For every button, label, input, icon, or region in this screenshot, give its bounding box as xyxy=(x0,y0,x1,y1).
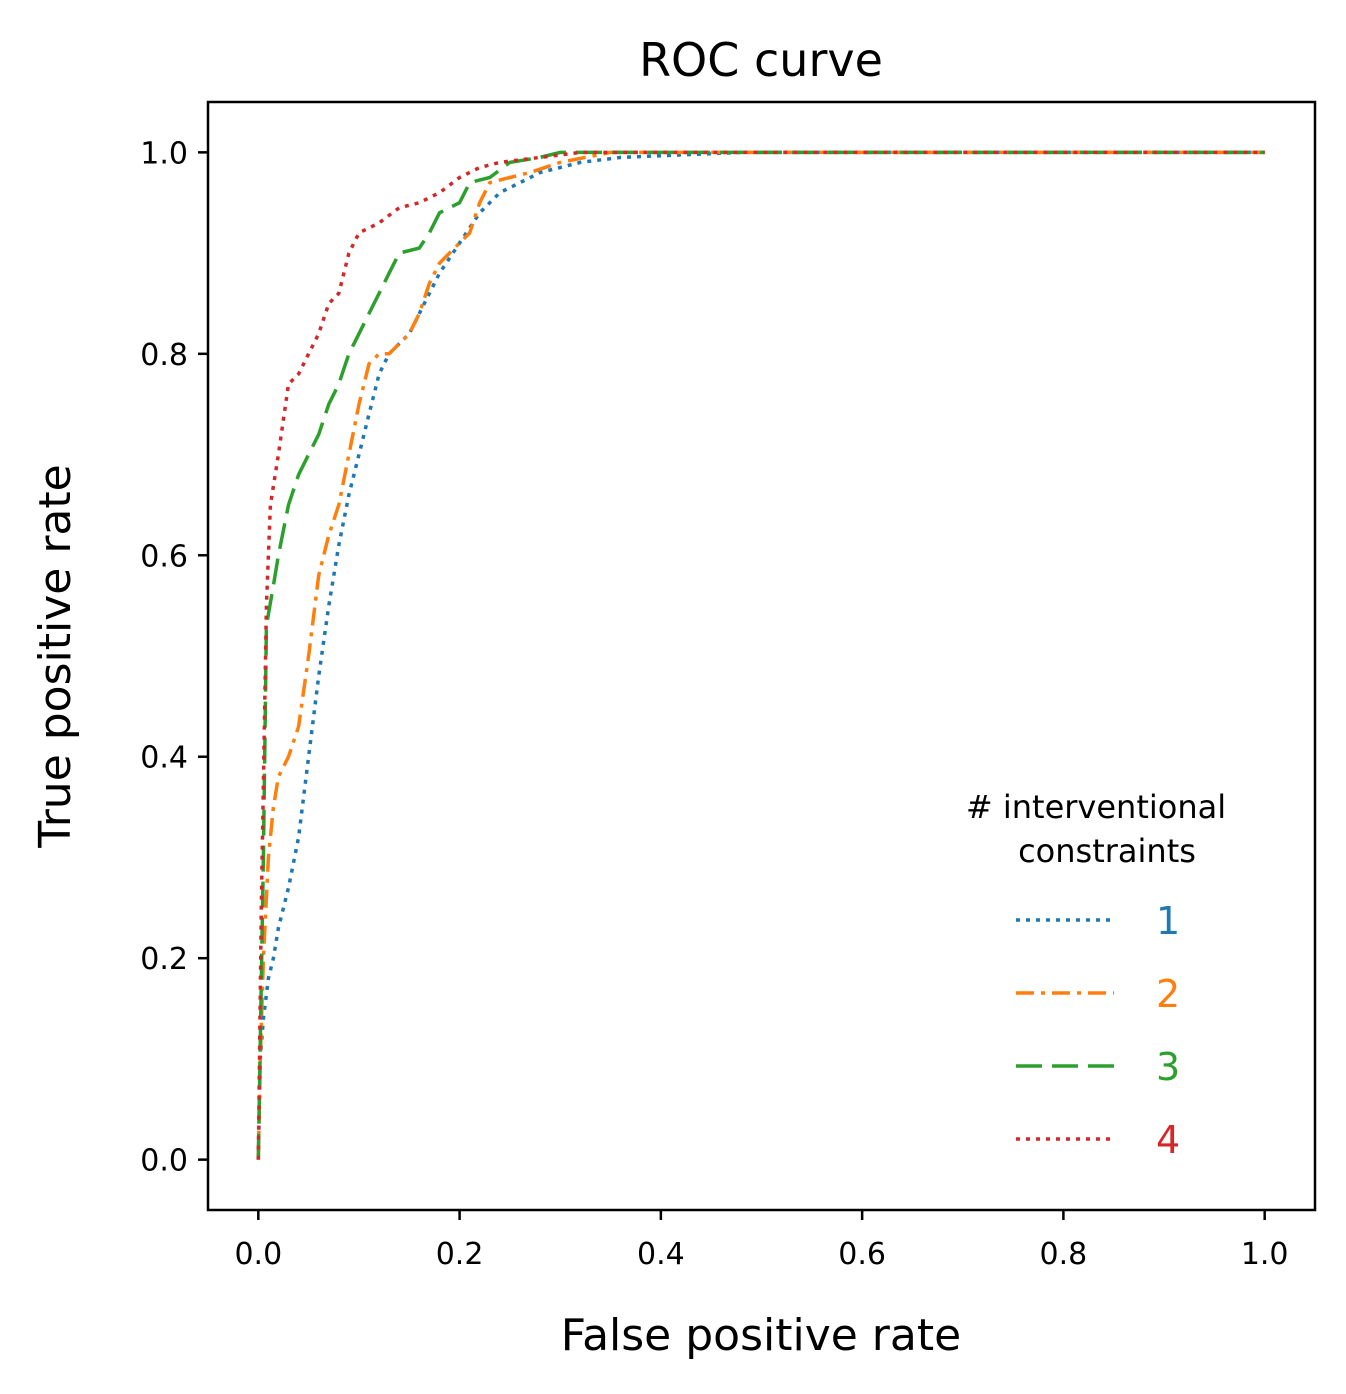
x-tick-label: 0.0 xyxy=(234,1237,282,1272)
y-tick-label: 0.8 xyxy=(140,338,188,373)
y-tick-label: 0.2 xyxy=(140,942,188,977)
y-axis-label: True positive rate xyxy=(30,464,81,848)
x-tick-label: 0.2 xyxy=(436,1237,484,1272)
legend-title-line-2: constraints xyxy=(1018,832,1196,870)
series-line-4 xyxy=(256,150,1265,1160)
x-tick-label: 0.4 xyxy=(637,1237,685,1272)
series-layer xyxy=(256,150,1265,1160)
y-axis-ticks: 0.0 0.2 0.4 0.6 0.8 1.0 xyxy=(140,136,208,1179)
y-tick-label: 0.0 xyxy=(140,1144,188,1179)
chart-title: ROC curve xyxy=(639,33,883,87)
series-line-1 xyxy=(256,150,1265,1160)
legend-label-3: 3 xyxy=(1156,1045,1180,1089)
legend-label-2: 2 xyxy=(1156,972,1180,1016)
y-tick-label: 1.0 xyxy=(140,136,188,171)
x-axis-label: False positive rate xyxy=(561,1310,961,1361)
legend-title-line-1: # interventional xyxy=(966,788,1226,826)
series-line-3 xyxy=(256,150,1265,1160)
legend-entries: 1 2 3 4 xyxy=(1016,899,1180,1162)
x-tick-label: 0.8 xyxy=(1040,1237,1088,1272)
y-tick-label: 0.4 xyxy=(140,741,188,776)
x-tick-label: 0.6 xyxy=(838,1237,886,1272)
legend-label-1: 1 xyxy=(1156,899,1180,943)
legend-label-4: 4 xyxy=(1156,1118,1180,1162)
series-line-2 xyxy=(256,150,1265,1160)
plot-frame xyxy=(206,100,1317,1212)
y-tick-label: 0.6 xyxy=(140,539,188,574)
x-axis-ticks: 0.0 0.2 0.4 0.6 0.8 1.0 xyxy=(234,1210,1289,1272)
legend: # interventional constraints 1 2 3 4 xyxy=(966,788,1226,1162)
x-tick-label: 1.0 xyxy=(1241,1237,1289,1272)
